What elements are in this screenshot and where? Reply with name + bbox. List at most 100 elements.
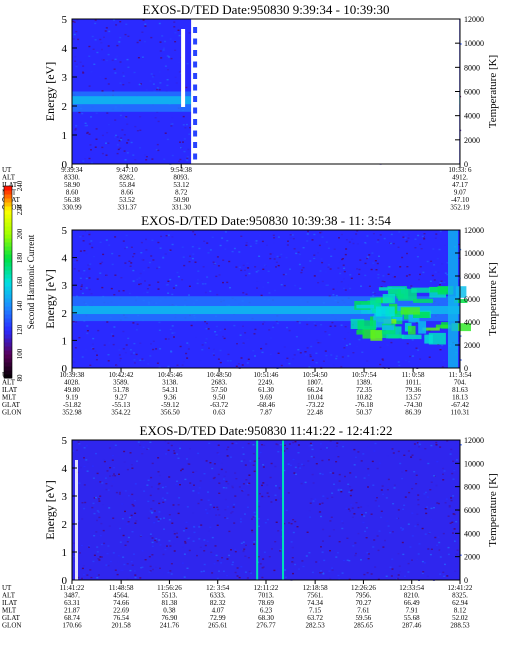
heatmap-cell (74, 128, 77, 130)
colorbar-swatch (4, 246, 12, 251)
heatmap-cell (242, 453, 245, 455)
heatmap-cell (215, 335, 218, 337)
heatmap-cell (116, 55, 119, 57)
heatmap-cell (289, 464, 292, 467)
heatmap-cell (353, 513, 356, 515)
heatmap-cell (327, 266, 330, 268)
heatmap-cell (226, 448, 229, 451)
heatmap-cell (86, 325, 89, 327)
heatmap-cell (261, 484, 263, 487)
heatmap-cell (453, 518, 455, 521)
colorbar-swatch (4, 298, 12, 303)
y-axis-label-right: Temperature [K] (487, 473, 499, 546)
heatmap-cell (150, 486, 153, 488)
heatmap-cell (430, 548, 433, 550)
right-tick-label: 4000 (464, 529, 480, 538)
heatmap-cell (253, 511, 256, 514)
heatmap-cell (229, 287, 231, 289)
heatmap-cell (95, 531, 98, 533)
heatmap-cell (443, 470, 446, 472)
heatmap-cell (115, 134, 117, 137)
heatmap-cell (225, 471, 227, 473)
colorbar-swatch (4, 214, 12, 219)
heatmap-cell (163, 440, 166, 443)
heatmap-cell (199, 360, 202, 362)
heatmap-cell (133, 570, 136, 572)
heatmap-cell (158, 71, 161, 73)
heatmap-cell (438, 248, 441, 251)
heatmap-cell (158, 266, 161, 268)
heatmap-cell (240, 566, 243, 568)
heatmap-cell (220, 468, 223, 471)
heatmap-cell (271, 548, 273, 550)
heatmap-cell (262, 482, 265, 484)
heatmap-cell (141, 358, 144, 360)
table-cell: 50.90 (173, 196, 189, 204)
heatmap-cell (407, 523, 410, 525)
heatmap-cell (312, 482, 315, 484)
table-cell: 276.77 (256, 622, 276, 630)
heatmap-cell (379, 234, 382, 236)
heatmap-cell (96, 51, 99, 54)
heatmap-cell (194, 336, 197, 338)
heatmap-cell (241, 364, 244, 366)
heatmap-cell (150, 508, 153, 510)
table-cell: 241.76 (160, 622, 180, 630)
heatmap-cell (415, 321, 418, 324)
table-cell: 8330. (64, 174, 80, 182)
heatmap-cell (193, 526, 196, 528)
heatmap-cell (416, 523, 419, 526)
heatmap-cell (172, 546, 175, 548)
heatmap-cell (299, 287, 302, 290)
heatmap-cell (337, 281, 340, 283)
heatmap-cell (96, 354, 98, 356)
colorbar-swatch (4, 330, 12, 335)
heatmap-cell (298, 322, 301, 324)
heatmap-cell (358, 339, 361, 341)
heatmap-cell (411, 454, 414, 456)
heatmap-cell (352, 352, 355, 354)
heatmap-cell (139, 116, 142, 118)
heatmap-cell (222, 570, 225, 572)
heatmap-cell (428, 356, 431, 358)
heatmap-cell (200, 570, 203, 573)
table-cell: 282.53 (306, 622, 326, 630)
heatmap-cell (442, 532, 445, 535)
heatmap-cell (459, 554, 462, 556)
heatmap-cell (347, 483, 350, 485)
heatmap-cell (218, 448, 221, 450)
heatmap-cell (188, 536, 191, 539)
heatmap-cell (186, 506, 189, 508)
heatmap-cell (99, 262, 102, 265)
heatmap-cell (300, 271, 303, 274)
heatmap-cell (292, 441, 295, 444)
heatmap-cell (93, 512, 96, 515)
heatmap-cell (159, 50, 162, 52)
heatmap-cell (114, 58, 117, 60)
heatmap-cell (94, 146, 97, 148)
heatmap-cell (294, 284, 297, 287)
table-cell: 8.12 (454, 607, 467, 615)
heatmap-cell (277, 530, 280, 532)
heatmap-cell (455, 459, 458, 461)
table-cell: 8.72 (175, 189, 188, 197)
heatmap-cell (356, 243, 359, 245)
heatmap-cell (101, 90, 104, 92)
heatmap-cell (345, 344, 348, 347)
heatmap-cell (315, 362, 318, 364)
heatmap-cell (321, 473, 324, 475)
heatmap-cell (261, 495, 264, 498)
heatmap-cell (129, 349, 132, 351)
colorbar-swatch (4, 370, 12, 375)
heatmap-cell (156, 87, 159, 89)
heatmap-cell (157, 457, 160, 459)
heatmap-cell (177, 504, 180, 506)
table-cell: 74.34 (307, 599, 323, 607)
heatmap-cell (177, 276, 180, 278)
heatmap-cell (101, 261, 104, 263)
gap-fragment (193, 84, 198, 91)
heatmap-cell (443, 244, 446, 247)
heatmap-cell (203, 240, 206, 242)
heatmap-cell (95, 359, 98, 361)
heatmap-cell (350, 504, 353, 506)
